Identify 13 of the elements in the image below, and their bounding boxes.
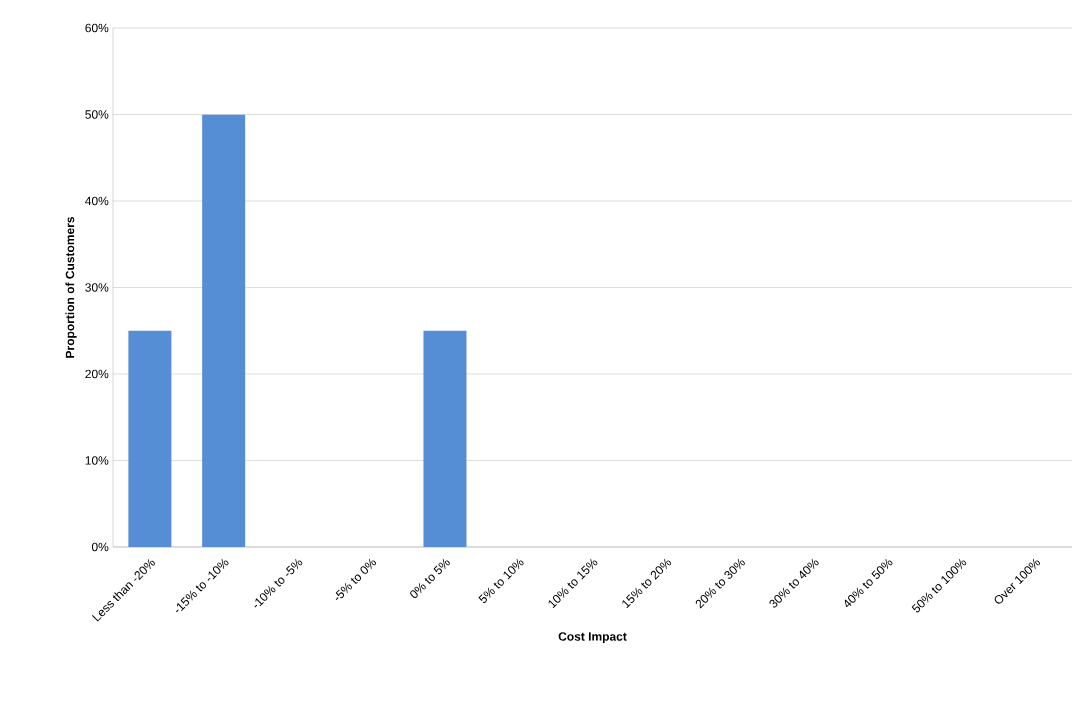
y-tick-label: 30% [85, 283, 109, 292]
y-tick-label: 60% [85, 23, 109, 33]
y-axis-title: Proportion of Customers [65, 216, 77, 358]
y-tick-label: 20% [85, 369, 109, 379]
y-tick-label: 0% [91, 542, 109, 552]
x-tick-label: -5% to 0% [335, 558, 377, 600]
x-tick-label: 0% to 5% [410, 558, 450, 598]
y-tick-label: 40% [85, 196, 109, 206]
x-tick-label: 40% to 50% [844, 558, 893, 608]
x-tick-label: 30% to 40% [769, 558, 819, 608]
y-tick-label: 50% [85, 110, 109, 119]
x-axis-title: Cost Impact [558, 632, 627, 644]
y-tick-label: 10% [85, 456, 109, 465]
